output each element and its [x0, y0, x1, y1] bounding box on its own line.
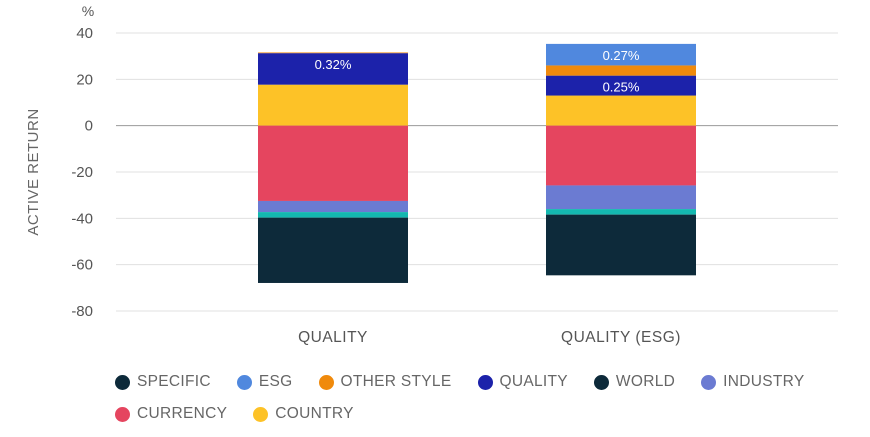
data-label: 0.27%	[603, 48, 640, 63]
legend-item[interactable]: INDUSTRY	[701, 372, 804, 392]
bar-segment-country	[546, 95, 696, 126]
legend-dot-icon	[115, 406, 130, 422]
legend-item[interactable]: WORLD	[593, 372, 676, 392]
bar-segment-currency	[546, 125, 696, 186]
legend-label: ESG	[258, 373, 293, 390]
legend-label: INDUSTRY	[723, 373, 805, 390]
legend: SPECIFIC ESG OTHER STYLE QUALITY WORLD INDUST…	[115, 372, 855, 424]
legend-dot-icon	[593, 374, 609, 390]
legend-label: QUALITY	[499, 373, 568, 390]
legend-dot-icon	[701, 374, 717, 390]
y-tick-label: 40	[76, 25, 93, 42]
legend-item[interactable]: CURRENCY	[115, 404, 227, 424]
x-tick-label: QUALITY (ESG)	[561, 329, 681, 346]
y-tick-label: 0	[85, 118, 93, 135]
data-label: 0.25%	[603, 80, 640, 95]
bar-segment-other-style	[546, 65, 696, 76]
bar-segment-specific	[258, 212, 408, 218]
bar-segment-other-style	[258, 52, 408, 54]
legend-dot-icon	[115, 374, 130, 390]
legend-label: CURRENCY	[137, 405, 228, 422]
bar-segment-world	[258, 217, 408, 283]
bar-segment-industry	[546, 185, 696, 210]
bar-segment-quality	[546, 75, 696, 96]
legend-item[interactable]: COUNTRY	[253, 404, 353, 424]
y-axis-label: ACTIVE RETURN	[25, 108, 42, 235]
bar-segment-specific	[546, 209, 696, 215]
y-tick-label: -80	[71, 303, 93, 320]
legend-label: OTHER STYLE	[340, 373, 452, 390]
legend-item[interactable]: QUALITY	[477, 372, 568, 392]
y-tick-label: -20	[71, 164, 93, 181]
data-label: 0.32%	[315, 57, 352, 72]
legend-item[interactable]: SPECIFIC	[115, 372, 211, 392]
y-tick-label: -40	[71, 210, 93, 227]
y-unit-label: %	[82, 3, 94, 19]
bar-segment-esg	[546, 43, 696, 66]
x-tick-label: QUALITY	[298, 329, 368, 346]
y-tick-label: 20	[76, 71, 93, 88]
bar-segment-industry	[258, 200, 408, 213]
legend-label: WORLD	[615, 373, 676, 390]
legend-dot-icon	[318, 374, 334, 390]
y-tick-label: -60	[71, 257, 93, 274]
legend-dot-icon	[236, 374, 252, 390]
bar-segment-world	[546, 214, 696, 276]
bar-segment-currency	[258, 125, 408, 201]
bar-segment-country	[258, 84, 408, 126]
legend-label: COUNTRY	[275, 405, 354, 422]
legend-item[interactable]: OTHER STYLE	[318, 372, 452, 392]
stacked-bar-chart: 40 20 0 -20 -40 -60 -80% ACTIVE RETURN QUALITY 0.…	[25, 3, 838, 346]
legend-item[interactable]: ESG	[236, 372, 293, 392]
legend-dot-icon	[253, 406, 269, 422]
bar-segment-quality	[258, 53, 408, 85]
legend-label: SPECIFIC	[137, 373, 211, 390]
legend-dot-icon	[477, 374, 493, 390]
